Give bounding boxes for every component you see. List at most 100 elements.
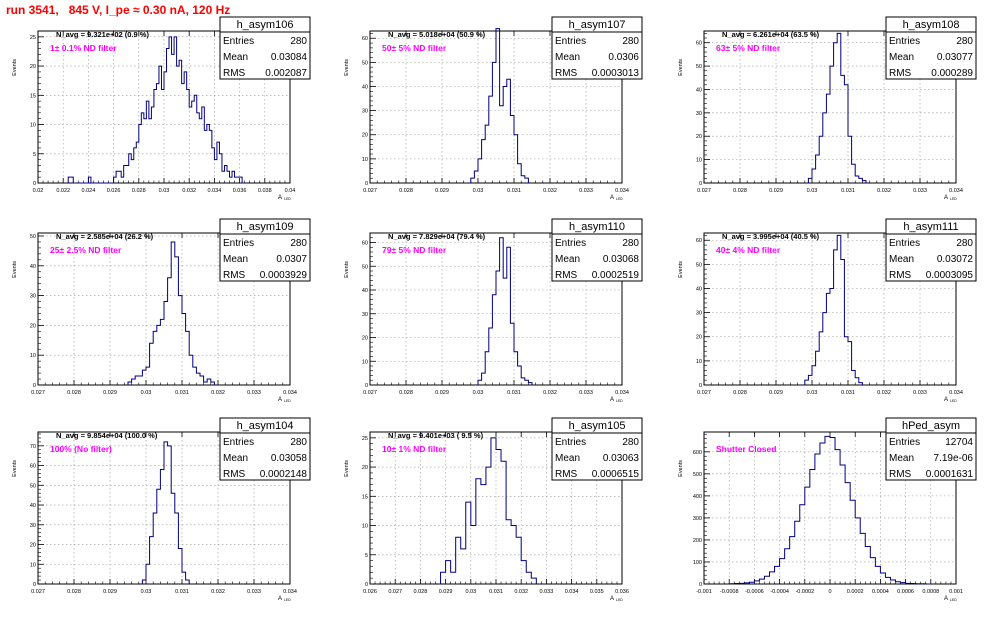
filter-label: 100% (No filter) [50,444,112,454]
stats-box [885,16,977,80]
filter-label: 63± 5% ND filter [716,43,781,53]
stats-label: RMS [889,469,912,480]
navg-label: N_avg = 9.854e+04 (100.0 %) [56,431,158,440]
x-tick-label: 0.036 [615,589,629,595]
stats-label: Entries [223,238,254,249]
y-tick-label: 10 [362,157,368,163]
x-tick-label: 0.027 [697,390,711,396]
y-axis-title: Events [12,261,18,278]
histogram-series-h_asym106 [67,36,245,184]
x-tick-label: 0.034 [615,188,629,194]
x-tick-label: 0.03 [141,589,152,595]
y-tick-label: 5 [365,553,368,559]
histogram-panel-h_asym107: 0.027 0.028 0.029 0.03 0.031 0.032 0.033 0.034 0… [344,16,643,201]
stats-label: Mean [889,52,914,63]
stats-value: 280 [622,36,639,47]
x-tick-label: 0.022 [56,188,70,194]
stats-title: h_asym106 [237,19,294,31]
x-tick-label: 0.03 [807,188,818,194]
y-tick-label: 30 [696,311,702,317]
x-tick-label: 0.04 [285,188,296,194]
run-title: run 3541, 845 V, I_pe ≈ 0.30 nA, 120 Hz [6,3,231,17]
x-tick-label: 0.029 [439,589,453,595]
stats-box [885,417,977,481]
x-tick-label: 0.03 [807,390,818,396]
y-tick-label: 0 [699,582,702,588]
histogram-series-h_asym105 [440,437,537,584]
histogram-series-hPed_asym [728,435,931,585]
y-tick-label: 40 [30,264,36,270]
x-axis-subscript: LED [950,399,957,403]
navg-label: N_avg = 3.995e+04 (40.5 %) [722,232,820,241]
x-tick-label: 0.027 [31,589,45,595]
y-tick-label: 40 [696,87,702,93]
y-tick-label: 60 [696,238,702,244]
x-tick-label: 0.027 [388,589,402,595]
navg-label: N_avg = 9.401e+03 ( 9.5 %) [388,431,484,440]
x-axis-title: A [278,397,282,403]
x-axis-subscript: LED [616,399,623,403]
y-tick-label: 10 [30,353,36,359]
stats-label: Mean [889,254,914,265]
y-tick-label: 200 [693,538,702,544]
y-tick-label: 60 [362,36,368,42]
stats-title: h_asym107 [569,19,626,31]
histogram-panel-h_asym108: 0.027 0.028 0.029 0.03 0.031 0.032 0.033 0.034 0… [678,16,977,201]
x-tick-label: 0.034 [208,188,222,194]
x-axis-subscript: LED [950,598,957,602]
stats-value: 280 [290,238,307,249]
histogram-panel-h_asym109: 0.027 0.028 0.029 0.03 0.031 0.032 0.033 0.034 0… [12,218,311,403]
histogram-series-h_asym109 [127,241,215,385]
histogram-series-h_asym110 [477,237,533,385]
stats-label: RMS [555,68,578,79]
y-tick-label: 20 [30,323,36,329]
y-tick-label: 25 [362,436,368,442]
filter-label: Shutter Closed [716,444,776,454]
stats-label: Entries [555,238,586,249]
x-axis-title: A [278,195,282,201]
x-tick-label: 0.036 [233,188,247,194]
histogram-panel-h_asym104: 0.027 0.028 0.029 0.03 0.031 0.032 0.033 0.034 0… [12,417,311,602]
stats-value: 280 [290,437,307,448]
x-tick-label: 0.033 [540,589,554,595]
plot-frame [703,232,957,386]
x-tick-label: 0.031 [175,390,189,396]
x-axis-title: A [610,195,614,201]
y-tick-label: 20 [362,133,368,139]
navg-label: N_avg = 5.018e+04 (50.9 %) [388,30,486,39]
stats-label: Entries [889,437,920,448]
y-tick-label: 600 [693,450,702,456]
stats-box [551,417,643,481]
y-tick-label: 25 [30,35,36,41]
stats-value: 0.0003013 [592,68,640,79]
x-tick-label: 0.03 [465,589,476,595]
stats-value: 0.0006515 [592,469,640,480]
x-tick-label: 0.033 [247,390,261,396]
x-tick-label: 0.027 [363,188,377,194]
stats-box [219,218,311,282]
histogram-panel-h_asym106: 0.02 0.022 0.024 0.026 0.028 0.03 0.032 0.034 0.… [12,16,311,201]
stats-value: 0.0306 [608,52,639,63]
histogram-series-h_asym111 [804,234,863,385]
x-tick-label: 0.028 [399,188,413,194]
x-tick-label: -0.0004 [770,589,789,595]
y-axis-title: Events [344,261,350,278]
x-tick-label: 0.034 [949,188,963,194]
y-tick-label: 30 [30,294,36,300]
x-tick-label: 0.032 [211,589,225,595]
x-tick-label: 0.026 [107,188,121,194]
stats-label: Entries [889,238,920,249]
filter-label: 10± 1% ND filter [382,444,447,454]
x-axis-title: A [610,397,614,403]
y-tick-label: 50 [362,264,368,270]
y-tick-label: 0 [33,383,36,389]
stats-value: 0.03077 [937,52,974,63]
stats-label: Mean [555,254,580,265]
x-axis-title: A [944,195,948,201]
stats-label: Entries [555,437,586,448]
stats-title: h_asym105 [569,420,626,432]
x-axis-title: A [944,397,948,403]
stats-value: 0.002087 [265,68,307,79]
stats-label: Mean [223,254,248,265]
x-tick-label: 0.031 [489,589,503,595]
